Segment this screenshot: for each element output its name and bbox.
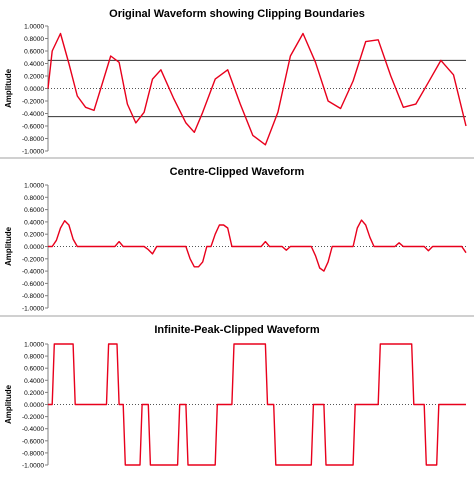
y-tick-label: -0.8000 xyxy=(22,136,44,143)
y-tick-label: -0.8000 xyxy=(22,450,44,457)
waveform-series-line xyxy=(48,219,467,272)
y-tick-label: 0.0000 xyxy=(24,244,44,251)
y-tick-label: 0.6000 xyxy=(24,207,44,214)
panel-divider xyxy=(0,157,474,159)
waveform-series-line xyxy=(48,343,466,466)
chart-panel-infinite-peak-clipped: Infinite-Peak-Clipped Waveform Amplitude 1… xyxy=(0,317,474,475)
chart-centre-clipped-waveform: Centre-Clipped Waveform Amplitude 1.0000 0.… xyxy=(4,166,467,313)
y-tick-label: 0.8000 xyxy=(24,195,44,202)
y-axis-label: Amplitude xyxy=(4,68,13,108)
chart-panel-original: Original Waveform showing Clipping Bound… xyxy=(0,0,474,157)
y-tick-label: -0.2000 xyxy=(22,256,44,263)
y-tick-label: -1.0000 xyxy=(22,149,44,156)
chart-title: Infinite-Peak-Clipped Waveform xyxy=(154,324,319,336)
y-tick-label: -0.4000 xyxy=(22,426,44,433)
y-tick-label: -0.6000 xyxy=(22,124,44,131)
y-tick-label: -0.4000 xyxy=(22,269,44,276)
y-tick-label: 0.4000 xyxy=(24,378,44,385)
y-tick-label: 0.2000 xyxy=(24,390,44,397)
y-tick-label: 0.4000 xyxy=(24,219,44,226)
chart-original-waveform: Original Waveform showing Clipping Bound… xyxy=(4,8,467,156)
y-tick-label: -0.8000 xyxy=(22,293,44,300)
y-tick-label: 0.0000 xyxy=(24,86,44,93)
waveform-series-line xyxy=(47,32,467,146)
y-tick-label: -1.0000 xyxy=(22,463,44,470)
y-axis-label: Amplitude xyxy=(4,226,13,266)
chart-panel-centre-clipped: Centre-Clipped Waveform Amplitude 1.0000 0.… xyxy=(0,159,474,315)
y-tick-label: 0.6000 xyxy=(24,366,44,373)
y-tick-label: -1.0000 xyxy=(22,306,44,313)
chart-infinite-peak-clipped-waveform: Infinite-Peak-Clipped Waveform Amplitude 1… xyxy=(4,324,466,470)
y-tick-label: 0.6000 xyxy=(24,49,44,56)
chart-title: Original Waveform showing Clipping Bound… xyxy=(109,8,365,20)
panel-divider xyxy=(0,315,474,317)
y-tick-label: 0.2000 xyxy=(24,232,44,239)
y-tick-label: 1.0000 xyxy=(24,24,44,31)
y-axis-label: Amplitude xyxy=(4,384,13,424)
y-tick-label: 1.0000 xyxy=(24,183,44,190)
y-tick-label: -0.2000 xyxy=(22,414,44,421)
y-tick-label: -0.4000 xyxy=(22,111,44,118)
y-tick-label: 1.0000 xyxy=(24,342,44,349)
y-tick-label: 0.0000 xyxy=(24,402,44,409)
chart-title: Centre-Clipped Waveform xyxy=(170,166,305,178)
y-tick-label: 0.8000 xyxy=(24,354,44,361)
y-tick-label: 0.8000 xyxy=(24,36,44,43)
y-tick-label: 0.2000 xyxy=(24,74,44,81)
y-tick-label: 0.4000 xyxy=(24,61,44,68)
y-tick-label: -0.2000 xyxy=(22,99,44,106)
y-tick-label: -0.6000 xyxy=(22,281,44,288)
y-tick-label: -0.6000 xyxy=(22,438,44,445)
